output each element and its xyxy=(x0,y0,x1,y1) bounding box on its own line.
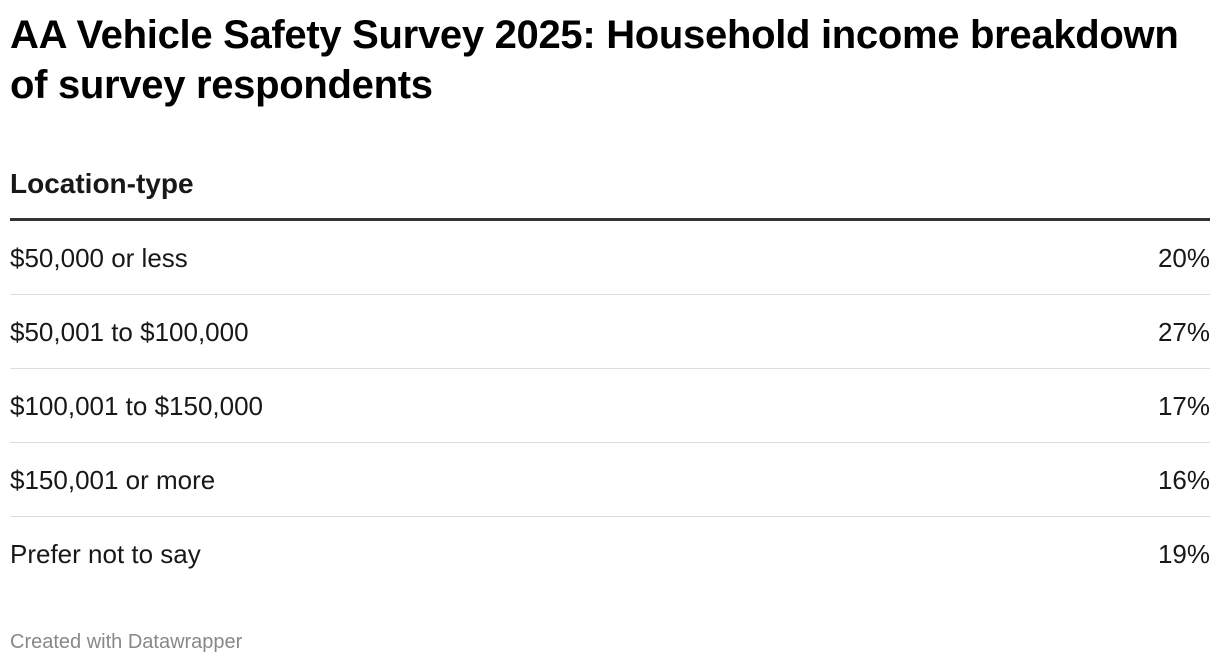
row-label: $50,000 or less xyxy=(10,243,188,273)
row-label: $50,001 to $100,000 xyxy=(10,317,249,347)
column-header: Location-type xyxy=(10,168,194,199)
row-label: $150,001 or more xyxy=(10,465,216,495)
row-label: Prefer not to say xyxy=(10,539,201,569)
table-header: Location-type xyxy=(10,160,1210,221)
table-row: $150,001 or more 16% xyxy=(10,443,1210,517)
credit: Created with Datawrapper xyxy=(10,631,243,653)
row-value: 27% xyxy=(1157,317,1210,347)
table-body: $50,000 or less 20% $50,001 to $100,000 27%… xyxy=(10,221,1210,590)
row-value: 16% xyxy=(1157,465,1210,495)
row-value: 19% xyxy=(1157,539,1210,569)
title: AA Vehicle Safety Survey 2025: Household… xyxy=(10,13,1179,107)
row-label: $100,001 to $150,000 xyxy=(10,391,264,421)
table-row: $100,001 to $150,000 17% xyxy=(10,369,1210,443)
table-row: Prefer not to say 19% xyxy=(10,517,1210,590)
table-row: $50,000 or less 20% xyxy=(10,221,1210,295)
row-value: 17% xyxy=(1157,391,1210,421)
row-value: 20% xyxy=(1157,243,1210,273)
table-row: $50,001 to $100,000 27% xyxy=(10,295,1210,369)
table-widget: AA Vehicle Safety Survey 2025: Household… xyxy=(10,0,1210,653)
